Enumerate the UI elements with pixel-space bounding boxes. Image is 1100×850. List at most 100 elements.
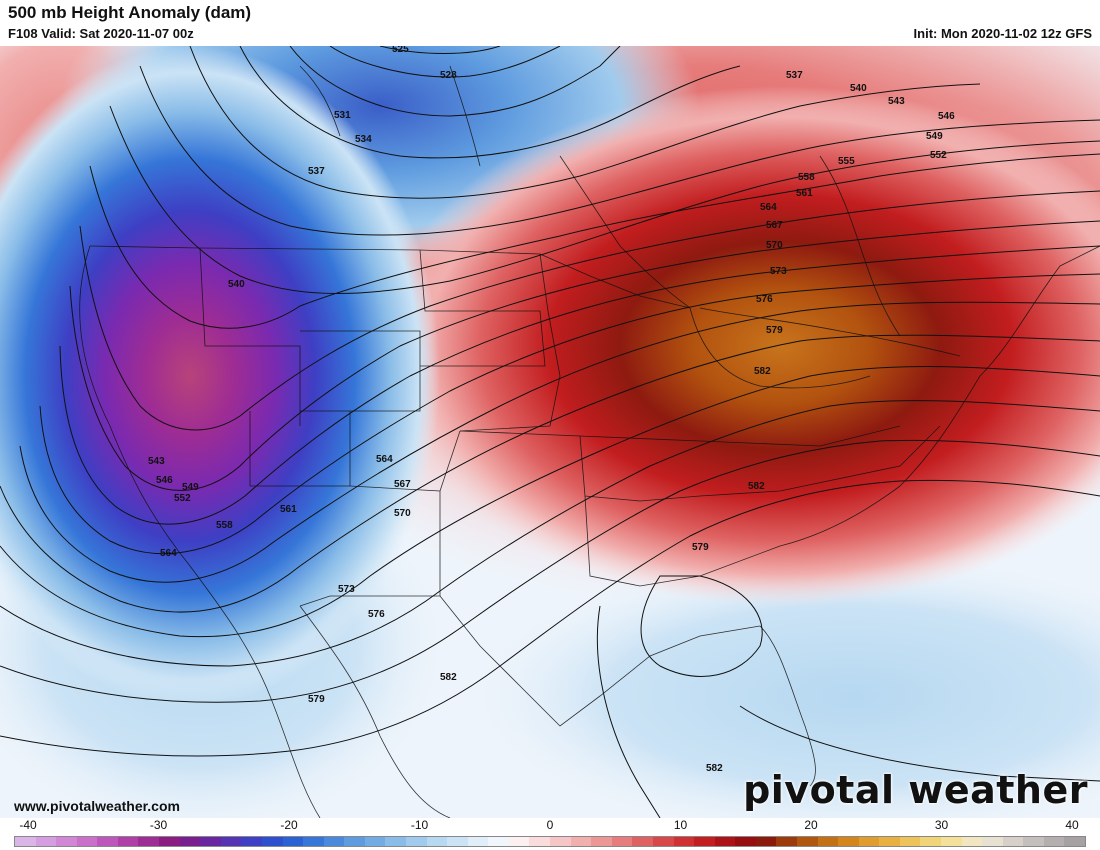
contour-label: 546 (938, 111, 955, 122)
contour-label: 561 (280, 504, 297, 515)
colorbar-tick-label: -30 (149, 818, 168, 832)
colorbar-swatch (529, 837, 551, 846)
colorbar-swatch (56, 837, 77, 846)
contour-label: 537 (308, 166, 325, 177)
colorbar-swatch (776, 837, 797, 846)
colorbar-tick-label: -20 (280, 818, 298, 832)
height-anomaly-map[interactable]: 525 528 531 534 537 537 540 543 546 549 … (0, 46, 1100, 818)
colorbar-swatch (303, 837, 324, 846)
colorbar-swatch (508, 837, 530, 846)
contour-label: 549 (926, 131, 943, 142)
contour-label: 567 (394, 479, 411, 490)
height-contours (0, 46, 1100, 818)
colorbar-swatch (591, 837, 612, 846)
contour-label: 534 (355, 134, 372, 145)
colorbar-swatch (117, 837, 139, 846)
init-time: Init: Mon 2020-11-02 12z GFS (913, 26, 1092, 41)
colorbar (14, 836, 1086, 847)
colorbar-swatch (76, 837, 98, 846)
colorbar-swatch (673, 837, 695, 846)
colorbar-swatch (344, 837, 365, 846)
colorbar-swatch (159, 837, 180, 846)
contour-label: 570 (394, 508, 411, 519)
colorbar-swatch (97, 837, 118, 846)
contour-label: 528 (440, 70, 457, 81)
contour-label: 546 (156, 475, 173, 486)
contour-label: 579 (692, 542, 709, 553)
colorbar-swatch (694, 837, 715, 846)
colorbar-swatch (879, 837, 900, 846)
colorbar-tick-label: 0 (546, 818, 554, 832)
colorbar-swatch (426, 837, 448, 846)
colorbar-tick-label: 10 (673, 818, 688, 832)
colorbar-tick-label: 40 (1065, 818, 1079, 832)
contour-label: 582 (754, 366, 771, 377)
colorbar-tick-label: -40 (19, 818, 37, 832)
colorbar-swatch (941, 837, 962, 846)
political-boundaries (79, 65, 1100, 818)
map-header: 500 mb Height Anomaly (dam) F108 Valid: … (0, 0, 1100, 46)
colorbar-swatch (467, 837, 489, 846)
contour-label: 540 (228, 279, 245, 290)
contour-label: 564 (160, 548, 177, 559)
colorbar-swatch (447, 837, 468, 846)
contour-label: 561 (796, 188, 813, 199)
colorbar-swatch (982, 837, 1003, 846)
contour-labels: 525 528 531 534 537 537 540 543 546 549 … (148, 46, 955, 774)
contour-label: 543 (888, 96, 905, 107)
colorbar-swatch (200, 837, 221, 846)
contour-label: 552 (930, 150, 947, 161)
contour-label: 570 (766, 240, 783, 251)
colorbar-swatch (796, 837, 818, 846)
colorbar-swatch (632, 837, 653, 846)
colorbar-swatch (220, 837, 242, 846)
colorbar-swatch (323, 837, 345, 846)
contour-label: 525 (392, 46, 409, 55)
colorbar-swatch (652, 837, 674, 846)
contour-label: 576 (756, 294, 773, 305)
colorbar-swatch (138, 837, 160, 846)
brand-logo-text: pivotal weather (743, 768, 1088, 812)
contour-label: 573 (338, 584, 355, 595)
contour-label: 579 (766, 325, 783, 336)
contour-label: 579 (308, 694, 325, 705)
contour-label: 537 (786, 70, 803, 81)
contour-label: 567 (766, 220, 783, 231)
colorbar-swatch (570, 837, 592, 846)
contour-label: 543 (148, 456, 165, 467)
colorbar-tick-label: 30 (934, 818, 949, 832)
colorbar-swatch (385, 837, 406, 846)
colorbar-swatch (241, 837, 262, 846)
colorbar-swatch (488, 837, 509, 846)
valid-time: F108 Valid: Sat 2020-11-07 00z (8, 26, 194, 41)
contour-label: 582 (748, 481, 765, 492)
contour-label: 573 (770, 266, 787, 277)
colorbar-swatch (1043, 837, 1065, 846)
colorbar-swatch (550, 837, 571, 846)
website-url: www.pivotalweather.com (14, 798, 180, 814)
colorbar-swatch (899, 837, 921, 846)
colorbar-swatch (817, 837, 839, 846)
colorbar-swatch (735, 837, 756, 846)
colorbar-tick-label: -10 (410, 818, 429, 832)
colorbar-swatch (261, 837, 283, 846)
colorbar-swatch (714, 837, 736, 846)
contour-label: 540 (850, 83, 867, 94)
colorbar-swatch (755, 837, 777, 846)
colorbar-swatch (838, 837, 859, 846)
colorbar-swatch (1064, 837, 1086, 846)
contour-label: 564 (760, 202, 777, 213)
colorbar-ticks: -40 -30 -20 -10 0 10 20 30 40 (0, 818, 1100, 834)
contour-label: 564 (376, 454, 393, 465)
colorbar-swatch (405, 837, 427, 846)
anomaly-shading (0, 46, 1100, 818)
map-title: 500 mb Height Anomaly (dam) (8, 3, 252, 22)
colorbar-tick-label: 20 (804, 818, 818, 832)
colorbar-swatch (15, 837, 36, 846)
colorbar-swatch (611, 837, 633, 846)
contour-label: 555 (838, 156, 855, 167)
contour-label: 558 (798, 172, 815, 183)
colorbar-swatch (961, 837, 983, 846)
colorbar-swatch (282, 837, 304, 846)
colorbar-swatch (858, 837, 880, 846)
